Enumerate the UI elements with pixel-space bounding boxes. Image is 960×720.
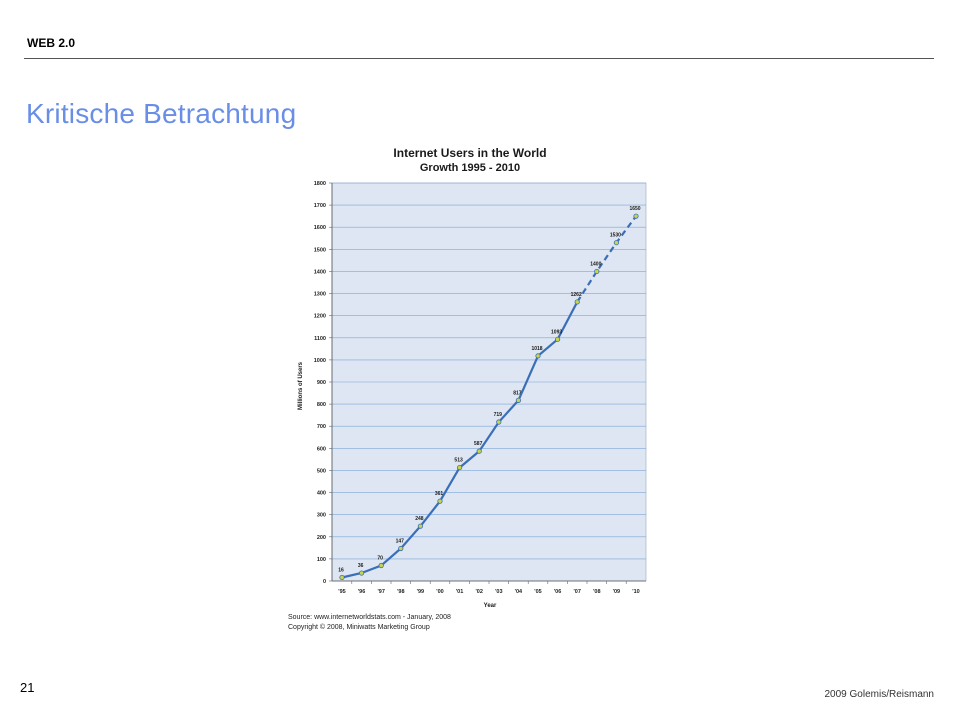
data-label: 719 xyxy=(494,412,503,418)
y-tick-label: 800 xyxy=(317,402,326,408)
y-tick-label: 1300 xyxy=(314,292,326,298)
y-tick-label: 1600 xyxy=(314,225,326,231)
internet-users-chart: Internet Users in the World Growth 1995 … xyxy=(278,138,670,638)
x-tick-label: '03 xyxy=(495,589,502,595)
data-point xyxy=(633,213,639,219)
source-text: Source: www.internetworldstats.com - Jan… xyxy=(288,614,451,621)
chart-svg: Internet Users in the World Growth 1995 … xyxy=(298,146,647,609)
data-label: 1018 xyxy=(531,346,542,352)
x-tick-label: '09 xyxy=(613,589,620,595)
data-point xyxy=(515,397,521,403)
x-tick-label: '96 xyxy=(358,589,365,595)
y-tick-label: 0 xyxy=(323,579,326,585)
x-axis-label: Year xyxy=(484,603,497,609)
data-label: 16 xyxy=(338,567,344,573)
slide-number: 21 xyxy=(20,680,35,695)
data-point xyxy=(554,336,561,342)
data-point xyxy=(613,240,619,246)
y-tick-label: 700 xyxy=(317,424,326,430)
data-label: 36 xyxy=(358,563,364,569)
data-point xyxy=(535,353,541,359)
data-point xyxy=(378,562,384,569)
data-label: 361 xyxy=(435,491,444,497)
x-tick-label: '04 xyxy=(515,589,523,595)
data-label: 817 xyxy=(513,390,522,396)
y-tick-label: 900 xyxy=(317,380,326,386)
header-divider xyxy=(24,58,934,59)
x-tick-label: '05 xyxy=(534,589,541,595)
data-label: 587 xyxy=(474,441,483,447)
x-tick-label: '06 xyxy=(554,589,561,595)
chart-source: Source: www.internetworldstats.com - Jan… xyxy=(288,613,451,633)
slide-copyright: 2009 Golemis/Reismann xyxy=(824,689,935,700)
slide-header: WEB 2.0 xyxy=(27,36,76,50)
x-tick-label: '95 xyxy=(338,589,345,595)
data-point xyxy=(496,419,502,425)
data-point xyxy=(339,574,345,581)
data-label: 70 xyxy=(377,556,383,562)
data-point xyxy=(398,545,404,552)
y-tick-label: 1000 xyxy=(314,358,326,364)
source-copyright: Copyright © 2008, Miniwatts Marketing Gr… xyxy=(288,624,430,631)
data-label: 1262 xyxy=(571,292,582,298)
data-point xyxy=(417,523,423,529)
x-tick-label: '08 xyxy=(593,589,600,595)
y-tick-label: 1100 xyxy=(314,336,326,342)
y-axis-label: Millions of Users xyxy=(298,361,304,410)
x-tick-label: '00 xyxy=(436,589,443,595)
y-tick-label: 1800 xyxy=(314,181,326,187)
data-label: 1400 xyxy=(590,261,601,267)
x-tick-label: '01 xyxy=(456,589,463,595)
x-tick-label: '97 xyxy=(377,589,384,595)
y-tick-label: 1200 xyxy=(314,314,326,320)
data-point xyxy=(437,498,443,504)
y-tick-label: 1700 xyxy=(314,203,326,209)
data-label: 513 xyxy=(454,458,463,464)
x-tick-label: '02 xyxy=(475,589,482,595)
y-tick-label: 400 xyxy=(317,491,326,497)
data-label: 1650 xyxy=(629,206,640,212)
y-tick-label: 100 xyxy=(317,557,326,563)
data-point xyxy=(594,268,600,275)
x-tick-label: '99 xyxy=(417,589,424,595)
x-tick-label: '98 xyxy=(397,589,404,595)
y-tick-label: 500 xyxy=(317,468,326,474)
data-point xyxy=(574,299,580,305)
slide-title: Kritische Betrachtung xyxy=(26,98,297,129)
data-label: 248 xyxy=(415,516,424,522)
chart-subtitle: Growth 1995 - 2010 xyxy=(420,162,520,174)
data-point xyxy=(457,464,463,471)
y-tick-label: 600 xyxy=(317,446,326,452)
chart-title: Internet Users in the World xyxy=(393,146,546,160)
y-tick-label: 1500 xyxy=(314,247,326,253)
data-label: 1093 xyxy=(551,329,562,335)
y-tick-label: 1400 xyxy=(314,269,326,275)
x-tick-label: '07 xyxy=(573,589,580,595)
data-point xyxy=(476,448,482,454)
data-label: 147 xyxy=(396,538,405,544)
x-tick-label: '10 xyxy=(632,589,639,595)
y-tick-label: 200 xyxy=(317,535,326,541)
series-line-projected xyxy=(576,215,637,303)
data-point xyxy=(359,570,365,576)
y-tick-label: 300 xyxy=(317,513,326,519)
data-label: 1530 xyxy=(610,233,621,239)
